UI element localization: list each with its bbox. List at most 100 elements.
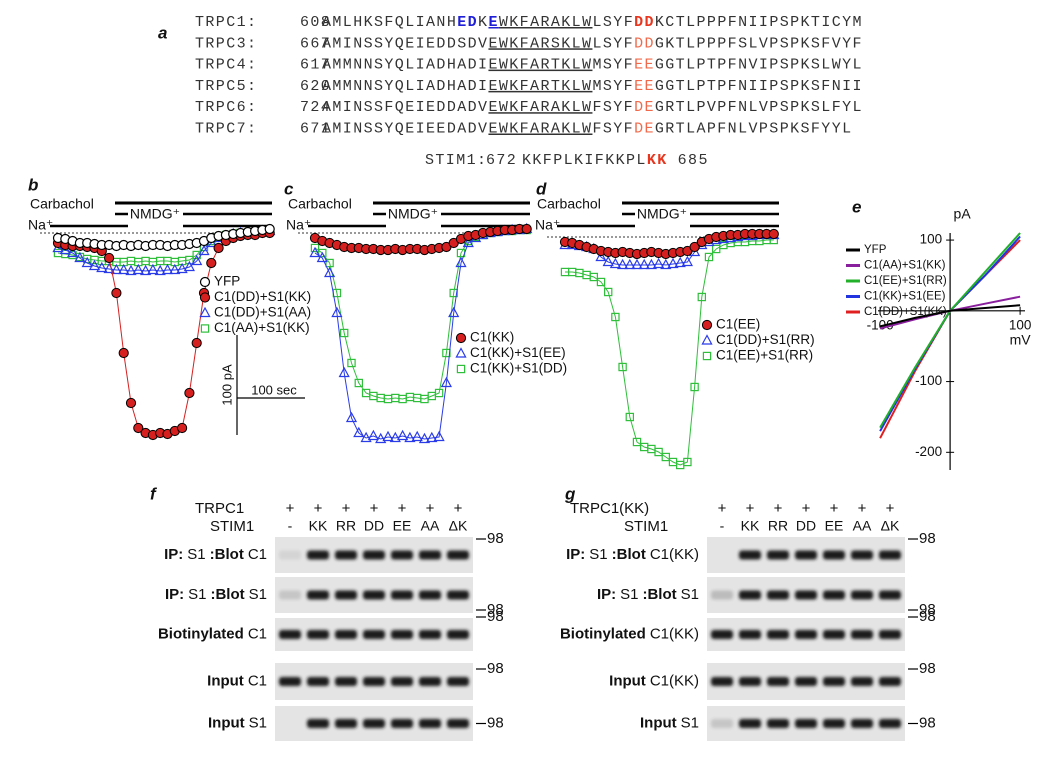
legend-label: C1(KK)+S1(DD)	[470, 361, 567, 376]
data-point	[206, 257, 217, 269]
data-point	[185, 255, 194, 265]
residues: AMINSSFQEIEDDADV	[322, 99, 488, 116]
blot-band	[419, 630, 441, 639]
blot-band	[447, 719, 469, 728]
solution-label: Carbachol	[288, 196, 352, 212]
label-part: Input	[207, 672, 244, 689]
legend-label: C1(EE)	[716, 317, 760, 332]
blot-band	[335, 630, 357, 639]
legend-marker	[701, 319, 713, 331]
blot-band	[767, 550, 789, 560]
blot-row-label: Input C1	[207, 672, 267, 689]
residues: EWKFARAKLW	[488, 120, 592, 137]
data-point	[618, 362, 627, 372]
blot-band	[795, 630, 817, 639]
lane-label: KK	[309, 518, 328, 534]
label-part: S1	[249, 714, 267, 731]
residues: MSYF	[592, 57, 634, 74]
lane-plus: +	[830, 500, 839, 517]
lane-plus: +	[886, 500, 895, 517]
label-part: Input	[208, 714, 245, 731]
blot-band	[711, 719, 733, 728]
residues: AMMNNSYQLIADHADI	[322, 78, 488, 95]
data-point	[768, 228, 779, 240]
lane-label: DD	[796, 518, 816, 534]
blot-band	[739, 590, 761, 600]
data-point	[338, 366, 350, 378]
sequence: KKFPLKIFKKPLKK 685	[522, 152, 709, 169]
blot-band	[711, 630, 733, 639]
data-point	[104, 252, 115, 264]
blot-band	[795, 550, 817, 560]
blot-header: STIM1	[210, 518, 254, 535]
panel-label: g	[564, 484, 576, 503]
data-point	[347, 358, 356, 368]
lane-label: ΔK	[881, 518, 900, 534]
data-point	[191, 254, 203, 266]
data-point	[360, 431, 372, 443]
legend-label: C1(DD)+S1(RR)	[716, 332, 815, 347]
blot-band	[823, 550, 845, 560]
blot-row-label: Biotinylated C1(KK)	[560, 625, 699, 642]
data-point	[118, 263, 130, 275]
size-marker-label: 98	[487, 608, 504, 625]
data-point	[325, 258, 334, 268]
y-axis-label: pA	[954, 206, 972, 222]
blot-band	[795, 590, 817, 600]
blot-band	[279, 590, 301, 600]
legend-marker	[702, 351, 712, 361]
lane-plus: +	[286, 500, 295, 517]
blot-band	[739, 719, 761, 728]
sequence: AMMNNSYQLIADHADIEWKFARTKLWMSYFEEGGTLPTPF…	[322, 57, 863, 74]
data-point	[367, 429, 380, 441]
blot-band	[823, 590, 845, 600]
residues: EWKFARAKLW	[488, 99, 592, 116]
blot-band	[279, 630, 301, 639]
blot-band	[335, 590, 357, 600]
iv-curve	[879, 304, 1021, 328]
blot-band	[391, 630, 413, 639]
data-point	[191, 337, 202, 349]
data-point	[198, 244, 210, 256]
solution-label: Na⁺	[28, 217, 53, 233]
size-marker-label: 98	[919, 530, 936, 547]
blot-band	[823, 630, 845, 639]
data-point	[323, 266, 336, 278]
label-part: Biotinylated	[560, 625, 646, 642]
lane-plus: +	[746, 500, 755, 517]
protein-name: TRPC7:	[195, 120, 257, 137]
blot-band	[879, 590, 901, 600]
blot-band	[307, 590, 329, 600]
data-point	[624, 258, 636, 270]
size-marker-label: 98	[487, 601, 504, 618]
legend-marker	[701, 334, 713, 345]
lane-label: RR	[336, 518, 356, 534]
panel-label: e	[852, 197, 861, 216]
blot-band	[851, 719, 873, 728]
residues: GRTLPVPFNLVPSPKSLFYL	[655, 99, 863, 116]
lane-plus: +	[370, 500, 379, 517]
data-point	[66, 246, 79, 258]
data-point	[440, 376, 453, 388]
label-part: IP:	[597, 586, 616, 603]
residues: GKTLPPPFSLVPSPKSFVYF	[655, 35, 863, 52]
label-part: C1(KK)	[650, 546, 699, 563]
lane-plus: +	[858, 500, 867, 517]
blot-band	[739, 677, 761, 686]
data-point	[611, 312, 620, 322]
residues: KCTLPPPFNIIPSPKTICYM	[655, 14, 863, 31]
data-point	[602, 255, 614, 267]
lane-label: DD	[364, 518, 384, 534]
blot-band	[447, 590, 469, 600]
label-part: S1	[620, 586, 638, 603]
data-point	[183, 260, 196, 272]
residues: DD	[634, 14, 655, 31]
data-point	[264, 223, 275, 235]
blot-header: TRPC1	[195, 500, 244, 517]
residues: ED	[457, 14, 478, 31]
solution-label: Carbachol	[537, 196, 601, 212]
size-marker-label: 98	[487, 530, 504, 547]
blot-row-label: IP: S1:Blot C1(KK)	[566, 546, 699, 563]
blot-band	[823, 677, 845, 686]
lane-plus: +	[774, 500, 783, 517]
